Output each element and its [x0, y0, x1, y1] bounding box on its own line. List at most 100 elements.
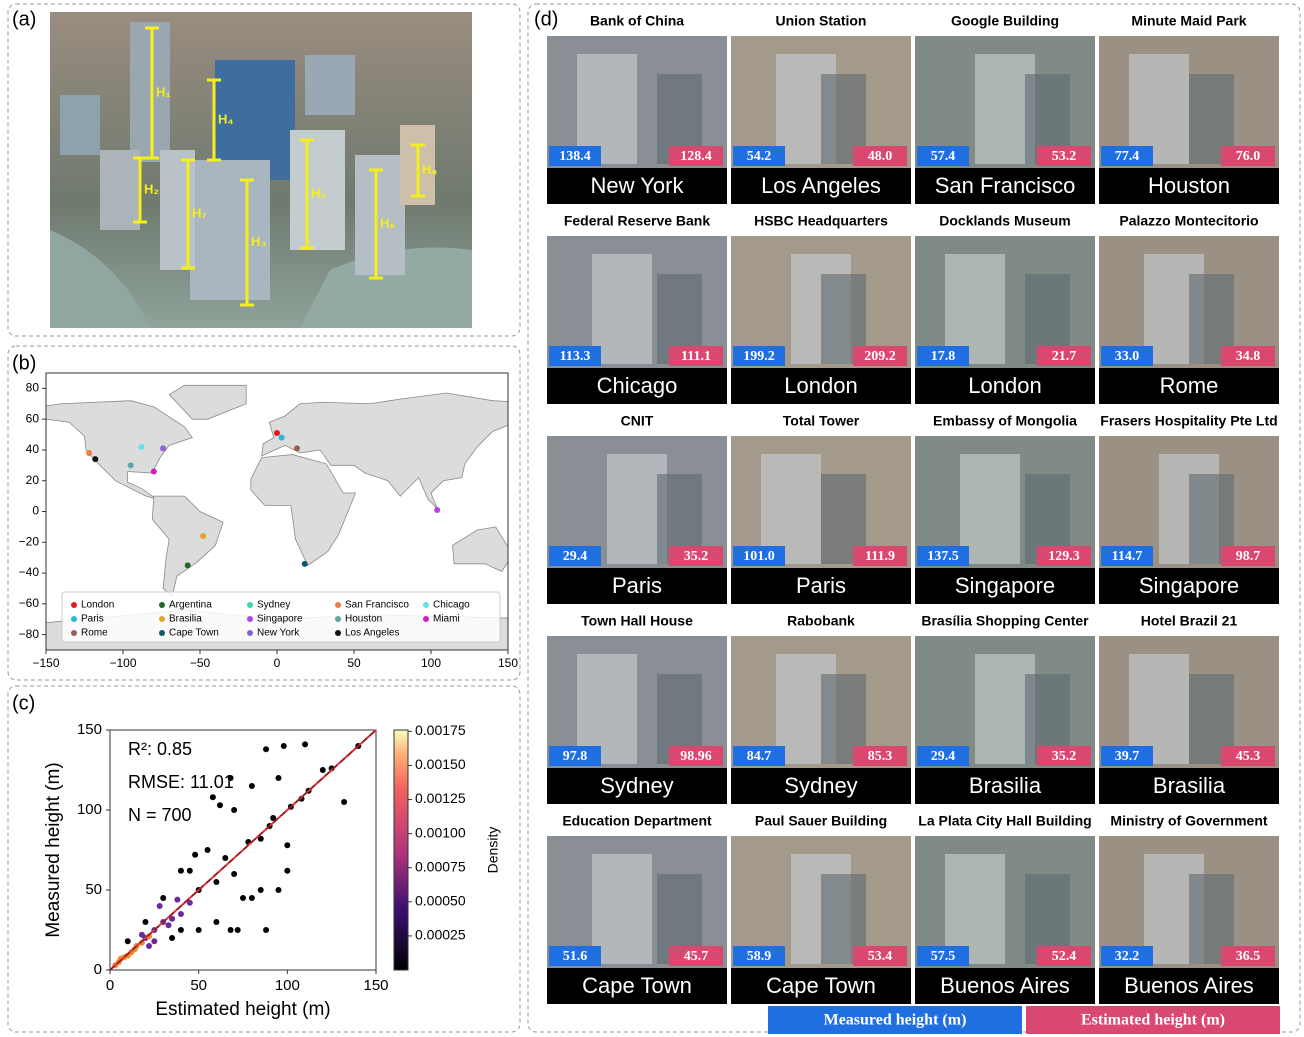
measured-badge	[549, 146, 601, 166]
measured-value: 138.4	[559, 149, 591, 164]
colorbar-tick-label: 0.00125	[415, 790, 466, 806]
legend-marker	[335, 602, 341, 608]
city-name: Buenos Aires	[1124, 973, 1254, 998]
city-point	[184, 562, 191, 569]
city-point	[278, 434, 285, 441]
identity-line	[109, 729, 377, 971]
point	[209, 794, 216, 801]
estimated-badge	[1221, 746, 1275, 766]
estimated-value: 52.4	[1052, 949, 1077, 964]
legend-label: Singapore	[257, 614, 303, 625]
card-title: Palazzo Montecitorio	[1119, 213, 1258, 229]
legend-estimated	[1026, 1006, 1280, 1034]
city-point	[274, 430, 280, 437]
point	[263, 746, 270, 753]
legend-label: Cape Town	[169, 628, 219, 639]
estimated-value: 128.4	[680, 149, 712, 164]
city-name: London	[968, 373, 1041, 398]
measured-badge	[733, 346, 785, 366]
estimated-value: 53.4	[868, 949, 893, 964]
city-bar	[547, 368, 727, 404]
card-title: Brasília Shopping Center	[921, 613, 1089, 629]
point	[186, 867, 193, 874]
point	[142, 919, 149, 925]
city-name: Sydney	[600, 773, 673, 798]
estimated-value: 111.1	[681, 349, 711, 364]
y-tick-label: −60	[19, 596, 40, 610]
measured-badge	[917, 146, 969, 166]
city-point	[150, 468, 157, 475]
city-name: London	[784, 373, 857, 398]
city-bar	[915, 568, 1095, 604]
point	[165, 922, 172, 929]
measured-badge	[733, 746, 785, 766]
point	[169, 915, 176, 922]
measured-badge	[1101, 546, 1153, 566]
card-photo-detail	[1129, 54, 1189, 164]
y-tick-label: 80	[26, 381, 40, 395]
x-tick-label: 100	[421, 656, 441, 670]
city-bar	[547, 568, 727, 604]
measured-badge	[549, 746, 601, 766]
height-label: H₇	[192, 205, 207, 220]
legend-label: Paris	[81, 614, 104, 625]
x-tick-label: 150	[498, 656, 518, 670]
city-bar	[1099, 168, 1279, 204]
x-tick-label: −100	[109, 656, 136, 670]
continent	[46, 400, 193, 500]
height-label: H₄	[218, 111, 234, 126]
city-bar	[915, 768, 1095, 804]
point	[213, 919, 220, 925]
estimated-value: 48.0	[868, 149, 893, 164]
y-tick-label: 20	[26, 473, 40, 487]
legend-label: Houston	[345, 614, 382, 625]
city-point	[127, 462, 134, 469]
city-name: Paris	[612, 573, 662, 598]
stat-annotation: N = 700	[128, 805, 192, 825]
measured-value: 77.4	[1115, 149, 1140, 164]
panel-label: (a)	[12, 8, 36, 30]
city-name: Houston	[1148, 173, 1230, 198]
height-label: H₃	[251, 234, 266, 249]
legend-estimated-label: Estimated height (m)	[1081, 1012, 1225, 1029]
estimated-badge	[1221, 946, 1275, 966]
city-name: Rome	[1160, 373, 1219, 398]
card-title: Paul Sauer Building	[755, 813, 887, 829]
legend-marker	[71, 602, 77, 608]
measured-badge	[917, 546, 969, 566]
measured-value: 33.0	[1115, 349, 1140, 364]
estimated-badge	[1221, 146, 1275, 166]
city-name: Los Angeles	[761, 173, 881, 198]
city-point	[434, 506, 441, 513]
measured-value: 39.7	[1115, 749, 1140, 764]
estimated-badge	[669, 746, 723, 766]
city-bar	[547, 968, 727, 1004]
city-point	[160, 445, 167, 452]
measured-value: 57.5	[931, 949, 956, 964]
city-bar	[731, 568, 911, 604]
legend-marker	[71, 630, 77, 636]
legend-label: New York	[257, 628, 300, 639]
x-tick-label: 0	[106, 977, 114, 994]
height-label: H₂	[144, 181, 159, 196]
card-title: Town Hall House	[581, 613, 693, 629]
colorbar-tick-label: 0.00150	[415, 756, 466, 772]
measured-badge	[549, 946, 601, 966]
city-bar	[731, 368, 911, 404]
measured-badge	[549, 546, 601, 566]
x-tick-label: 50	[190, 977, 207, 994]
legend-marker	[423, 616, 429, 622]
measured-value: 17.8	[931, 349, 956, 364]
y-tick-label: 100	[77, 801, 102, 818]
estimated-badge	[1037, 746, 1091, 766]
card-title: Frasers Hospitality Pte Ltd	[1100, 413, 1277, 429]
continent	[261, 392, 508, 509]
y-tick-label: 0	[94, 961, 102, 978]
card-title: Total Tower	[783, 413, 860, 429]
estimated-badge	[1037, 146, 1091, 166]
legend-label: Miami	[433, 614, 460, 625]
city-name: Paris	[796, 573, 846, 598]
city-name: Cape Town	[766, 973, 876, 998]
point	[151, 938, 158, 945]
point	[138, 931, 145, 938]
